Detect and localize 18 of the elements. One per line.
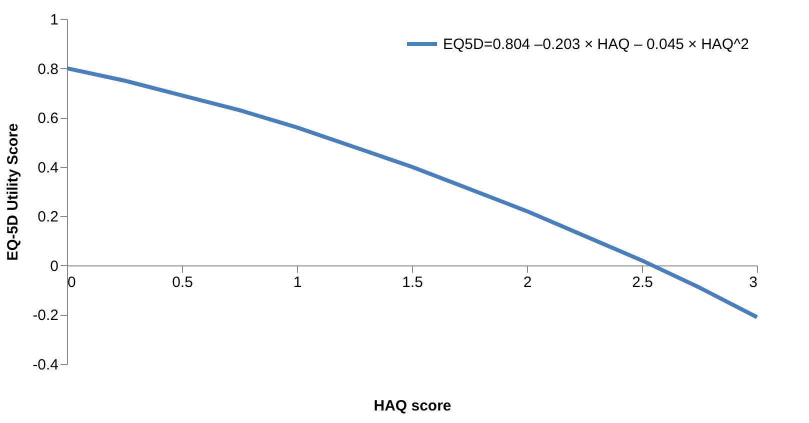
x-axis-title: HAQ score (374, 398, 452, 414)
x-tick-label: 0 (68, 274, 76, 291)
x-tick-label: 0.5 (172, 274, 193, 291)
y-tick-label: -0.2 (32, 307, 58, 324)
x-tick-label: 2.5 (632, 274, 653, 291)
y-tick-label: 0.8 (38, 60, 58, 78)
y-tick-label: 0 (50, 258, 58, 275)
y-tick-label: 0.4 (38, 159, 58, 176)
y-tick-label: -0.4 (32, 356, 58, 374)
y-axis-title: EQ-5D Utility Score (4, 123, 22, 261)
y-tick-label: 0.6 (38, 110, 58, 128)
x-tick-label: 2 (523, 274, 532, 291)
y-tick-label: 0.2 (38, 208, 58, 226)
legend-label: EQ5D=0.804 –0.203 × HAQ – 0.045 × HAQ^2 (443, 36, 749, 53)
x-tick-label: 1 (293, 274, 302, 291)
x-tick-label: 3 (749, 274, 758, 291)
y-tick-label: 1 (50, 12, 58, 28)
x-tick-label: 1.5 (402, 274, 423, 291)
